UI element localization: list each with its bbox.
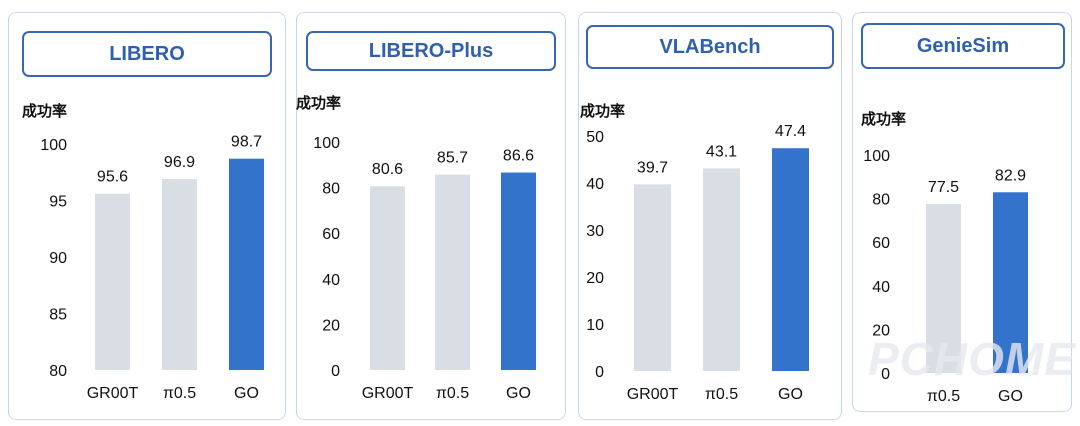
y-tick-label: 80 — [49, 363, 67, 380]
y-tick-label: 40 — [322, 272, 340, 289]
y-tick-label: 85 — [49, 307, 67, 324]
bar-value-label: 96.9 — [164, 154, 195, 171]
bar — [634, 184, 671, 371]
x-tick-label: GO — [998, 388, 1023, 405]
y-tick-label: 30 — [586, 223, 604, 240]
y-tick-label: 0 — [595, 364, 604, 381]
bar-value-label: 85.7 — [437, 150, 468, 167]
bar — [772, 148, 809, 371]
y-tick-label: 60 — [872, 235, 890, 252]
y-tick-label: 90 — [49, 250, 67, 267]
y-tick-label: 20 — [586, 270, 604, 287]
bar — [703, 168, 740, 371]
y-tick-label: 60 — [322, 226, 340, 243]
y-tick-label: 100 — [40, 137, 67, 154]
bar — [229, 158, 264, 370]
y-tick-label: 20 — [872, 322, 890, 339]
chart-title-libero-plus: LIBERO-Plus — [306, 31, 556, 71]
bar-value-label: 47.4 — [775, 123, 806, 140]
y-tick-label: 100 — [863, 148, 890, 165]
bar-value-label: 80.6 — [372, 161, 403, 178]
x-tick-label: GR00T — [627, 386, 679, 403]
y-tick-label: 80 — [872, 192, 890, 209]
bar — [993, 192, 1028, 373]
bar-value-label: 98.7 — [231, 134, 262, 151]
x-tick-label: π0.5 — [163, 385, 196, 402]
y-tick-label: 40 — [586, 176, 604, 193]
x-tick-label: π0.5 — [436, 385, 469, 402]
bar — [162, 179, 197, 370]
bar-value-label: 43.1 — [706, 143, 737, 160]
y-tick-label: 50 — [586, 129, 604, 146]
y-axis-label-geniesim: 成功率 — [861, 110, 907, 128]
y-tick-label: 40 — [872, 279, 890, 296]
x-tick-label: GO — [506, 385, 531, 402]
x-tick-label: π0.5 — [927, 388, 960, 405]
bar — [926, 204, 961, 373]
chart-title-geniesim: GenieSim — [861, 23, 1065, 69]
chart-title-libero: LIBERO — [22, 31, 272, 77]
y-tick-label: 100 — [313, 135, 340, 152]
bar-value-label: 39.7 — [637, 159, 668, 176]
y-tick-label: 10 — [586, 317, 604, 334]
y-axis-label-libero-plus: 成功率 — [296, 94, 342, 112]
bar-value-label: 86.6 — [503, 148, 534, 165]
bar — [370, 186, 405, 370]
bar-value-label: 77.5 — [928, 179, 959, 196]
x-tick-label: GO — [778, 386, 803, 403]
x-tick-label: GO — [234, 385, 259, 402]
y-tick-label: 95 — [49, 194, 67, 211]
x-tick-label: GR00T — [87, 385, 139, 402]
x-tick-label: π0.5 — [705, 386, 738, 403]
y-tick-label: 0 — [331, 363, 340, 380]
y-axis-label-vlabench: 成功率 — [580, 102, 626, 120]
y-tick-label: 80 — [322, 181, 340, 198]
bar — [435, 174, 470, 370]
y-tick-label: 0 — [881, 366, 890, 383]
y-axis-label-libero: 成功率 — [22, 102, 68, 120]
bar-value-label: 82.9 — [995, 167, 1026, 184]
x-tick-label: GR00T — [362, 385, 414, 402]
bar — [501, 172, 536, 370]
y-tick-label: 20 — [322, 317, 340, 334]
bar — [95, 193, 130, 370]
bar-value-label: 95.6 — [97, 169, 128, 186]
chart-title-vlabench: VLABench — [586, 25, 834, 69]
chart-card-geniesim — [852, 12, 1072, 412]
